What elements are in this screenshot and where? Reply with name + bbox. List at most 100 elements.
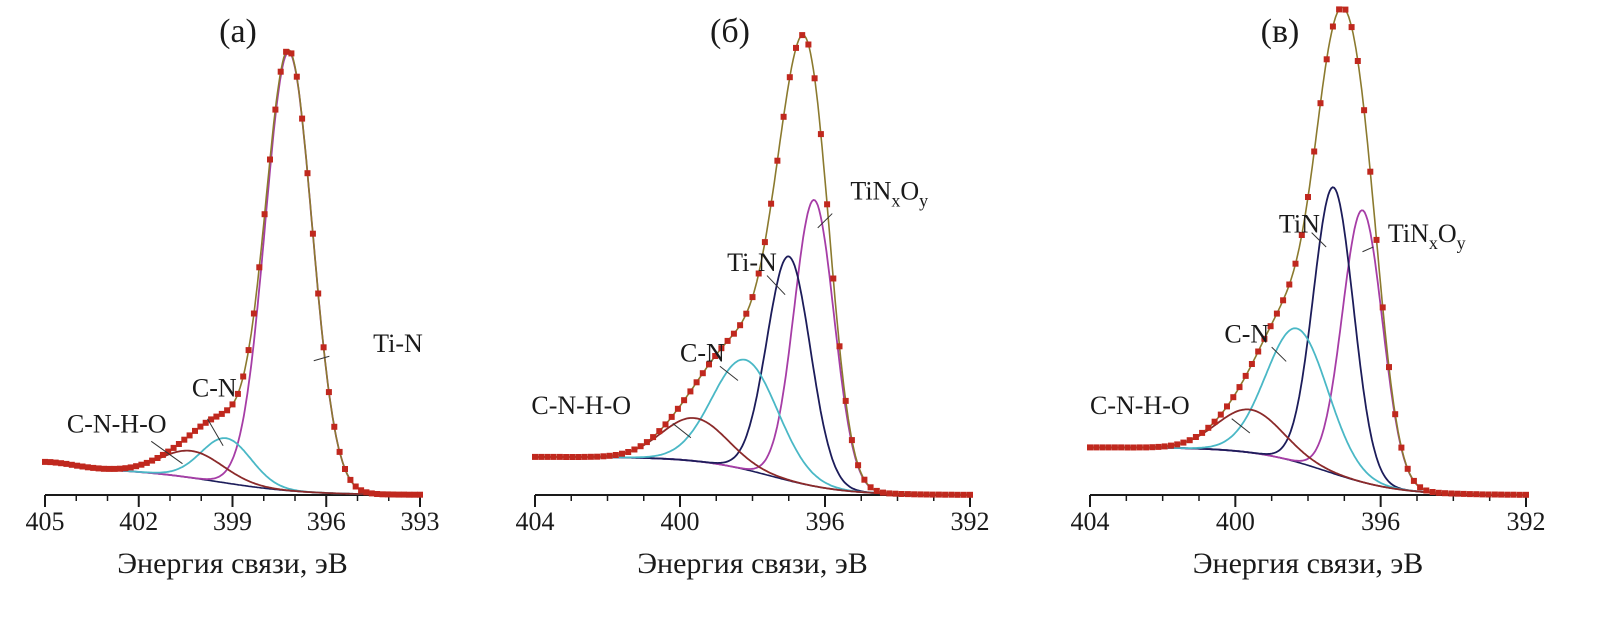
x-tick-label: 404 (516, 507, 555, 536)
data-point (836, 343, 843, 350)
data-point (1404, 465, 1411, 472)
data-point (79, 463, 86, 470)
data-point (1186, 437, 1193, 444)
data-point (336, 448, 343, 455)
data-point (68, 461, 75, 468)
data-point (213, 413, 220, 420)
data-point (384, 491, 391, 498)
data-point (755, 270, 762, 277)
data-point (668, 413, 675, 420)
x-tick-label: 396 (307, 507, 346, 536)
data-point (681, 397, 688, 404)
data-point (824, 201, 831, 208)
data-point (687, 388, 694, 395)
data-point (1460, 490, 1467, 497)
annotation-label: C-N (680, 338, 725, 367)
data-point (52, 459, 59, 466)
data-point (1510, 491, 1517, 498)
annotation-label: Ti-N (727, 248, 777, 277)
data-point (181, 436, 188, 443)
data-point (550, 453, 557, 460)
data-point (363, 489, 370, 496)
data-point (662, 421, 669, 428)
data-point (774, 157, 781, 164)
data-point (95, 465, 102, 472)
data-point (84, 464, 91, 471)
data-point (575, 454, 582, 460)
data-point (1286, 281, 1293, 288)
data-point (42, 458, 48, 465)
data-point (320, 344, 327, 351)
data-point (1292, 260, 1299, 267)
data-point (1398, 444, 1405, 451)
data-point (861, 476, 868, 483)
x-tick-label: 400 (661, 507, 700, 536)
data-point (587, 453, 594, 460)
data-point (1093, 444, 1100, 451)
annotation-leader (719, 365, 739, 381)
data-point (149, 457, 156, 464)
x-tick-label: 399 (213, 507, 252, 536)
data-point (1423, 487, 1430, 494)
data-point (712, 353, 719, 359)
data-point (111, 465, 118, 472)
data-point (612, 452, 619, 458)
data-point (811, 75, 818, 82)
data-point (400, 491, 407, 498)
data-point (240, 373, 247, 380)
data-point (352, 483, 359, 490)
data-point (1192, 434, 1199, 440)
data-point (106, 465, 113, 472)
data-point (768, 200, 775, 207)
annotation-leader (207, 418, 224, 447)
data-point (331, 423, 338, 430)
data-point (175, 441, 182, 447)
data-point (368, 490, 375, 497)
data-point (581, 453, 588, 460)
data-point (1255, 348, 1262, 355)
annotation-leader (817, 213, 833, 229)
data-point (1180, 439, 1187, 446)
data-point (1491, 491, 1498, 498)
data-point (761, 239, 768, 246)
data-point (1161, 443, 1168, 450)
data-point (417, 491, 423, 498)
data-point (229, 401, 236, 408)
data-point (886, 490, 893, 497)
data-point (122, 465, 129, 472)
data-point (855, 462, 862, 469)
data-point (848, 437, 855, 444)
data-point (288, 50, 295, 57)
data-point (873, 487, 880, 494)
data-point (218, 410, 225, 417)
data-point (1298, 232, 1305, 238)
data-point (1317, 100, 1324, 107)
data-point (277, 68, 284, 75)
data-point (799, 32, 806, 39)
data-point (1435, 489, 1442, 496)
data-point (898, 491, 905, 497)
annotation-leader (313, 355, 330, 362)
data-point (637, 443, 644, 450)
annotation-leader (672, 423, 692, 439)
data-point (948, 491, 955, 498)
data-point (656, 428, 663, 435)
data-point (780, 113, 787, 120)
data-point (699, 370, 706, 377)
data-point (1323, 56, 1330, 63)
series-c-n (535, 358, 970, 496)
data-point (749, 294, 756, 301)
data-point (842, 397, 849, 404)
data-point (250, 310, 257, 317)
data-point (100, 465, 107, 472)
data-point (1498, 491, 1505, 498)
data-point (342, 466, 348, 472)
data-point (1516, 491, 1523, 498)
data-point (737, 322, 744, 329)
data-point (1354, 58, 1361, 64)
data-point (830, 275, 837, 282)
data-point (1105, 444, 1112, 451)
data-point (1367, 168, 1374, 175)
data-point (954, 491, 961, 498)
